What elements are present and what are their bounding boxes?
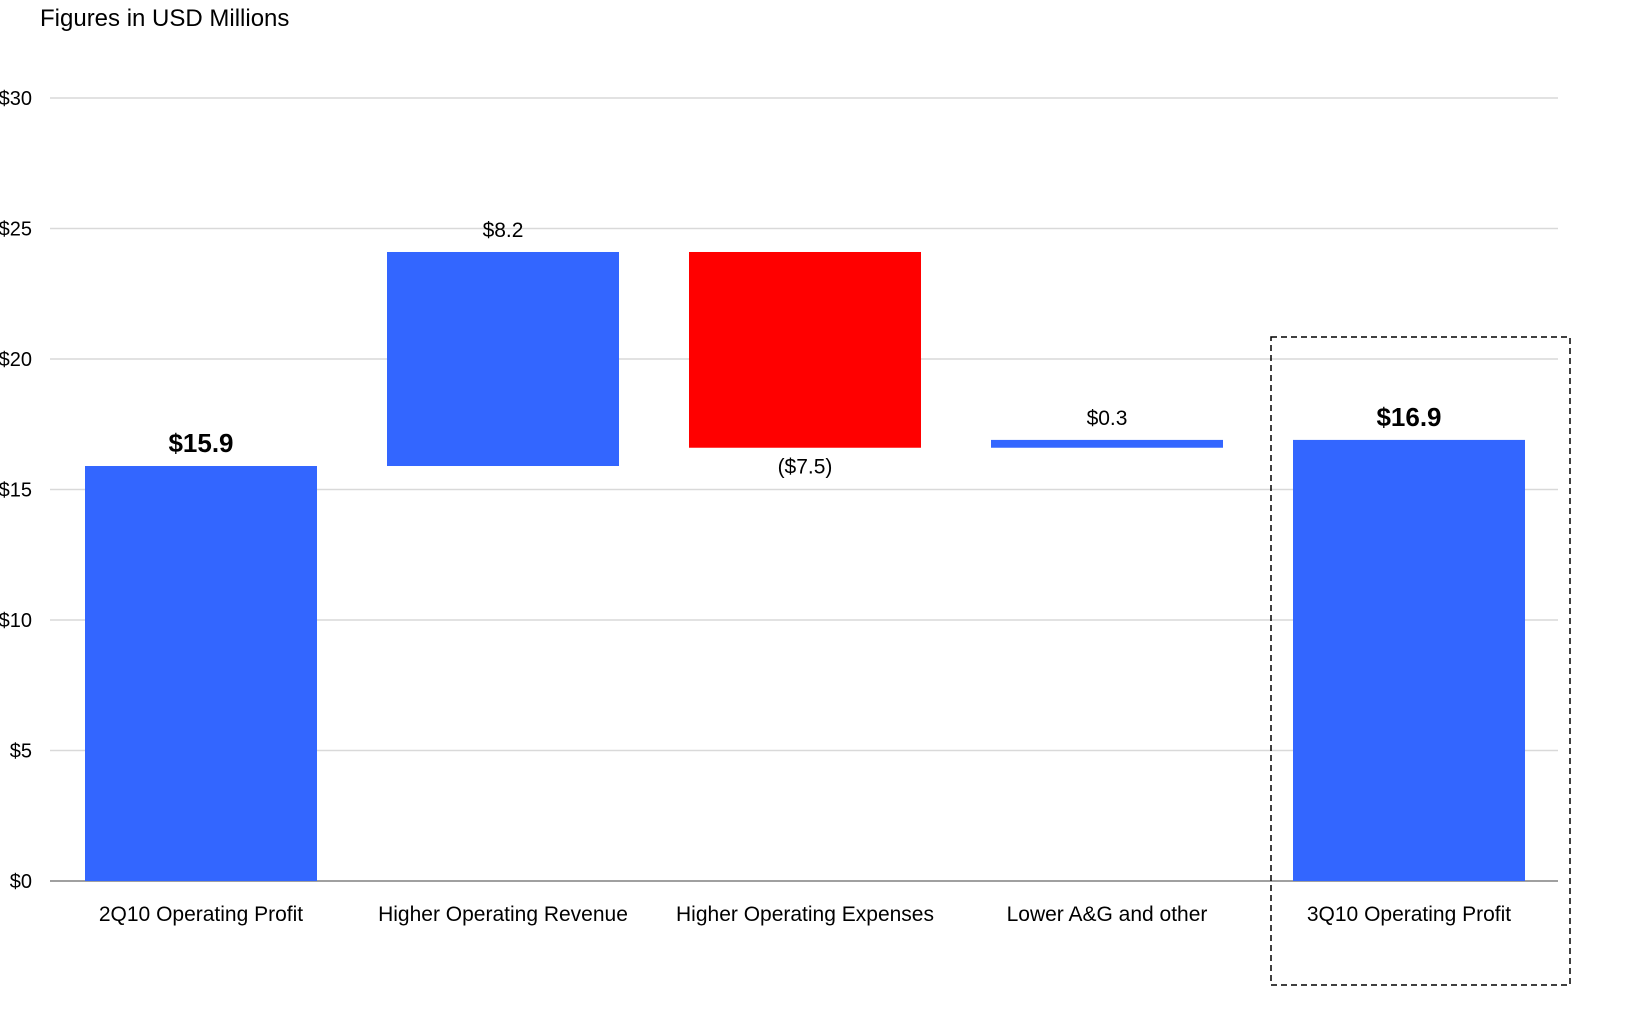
y-tick-label: $20	[0, 349, 32, 371]
y-axis-tick-labels: $0 $5 $10 $15 $20 $25 $30	[0, 88, 32, 893]
y-tick-label: $0	[10, 871, 32, 893]
bar	[1293, 439, 1525, 881]
highlight-box	[1270, 336, 1571, 986]
data-label: $16.9	[1376, 402, 1441, 432]
x-category-label: 2Q10 Operating Profit	[99, 903, 303, 926]
data-labels: $15.9 $8.2 ($7.5) $0.3 $16.9	[168, 219, 1441, 479]
y-tick-label: $15	[0, 480, 32, 502]
bar	[689, 251, 921, 448]
x-category-label: Lower A&G and other	[1007, 903, 1208, 926]
y-tick-label: $10	[0, 610, 32, 632]
data-label: $15.9	[168, 428, 233, 458]
chart-subtitle: Figures in USD Millions	[40, 5, 289, 32]
highlight-layer	[1270, 336, 1571, 986]
bar	[387, 251, 619, 467]
x-category-label: Higher Operating Expenses	[676, 903, 934, 926]
y-tick-label: $25	[0, 219, 32, 241]
x-category-label: Higher Operating Revenue	[378, 903, 628, 926]
data-label: $0.3	[1087, 407, 1128, 430]
y-tick-label: $5	[10, 741, 32, 763]
bar	[85, 466, 317, 881]
bars	[85, 251, 1525, 881]
x-category-label: 3Q10 Operating Profit	[1307, 903, 1511, 926]
y-tick-label: $30	[0, 88, 32, 110]
data-label: $8.2	[483, 219, 524, 242]
bar	[991, 439, 1223, 448]
data-label: ($7.5)	[778, 456, 833, 479]
x-axis-category-labels: 2Q10 Operating Profit Higher Operating Re…	[99, 903, 1511, 926]
